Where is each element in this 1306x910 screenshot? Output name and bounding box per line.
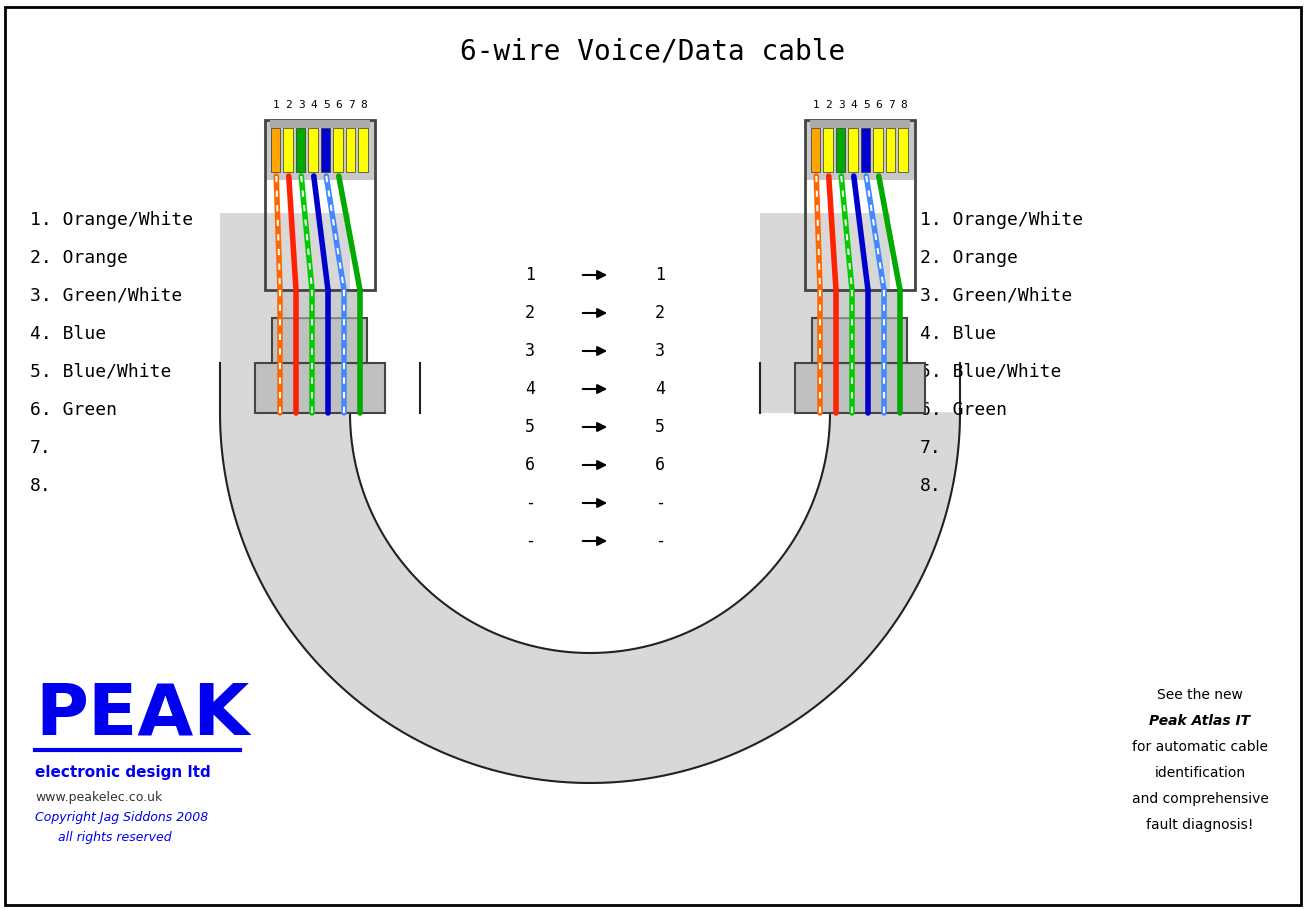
Bar [296, 128, 306, 172]
Text: 1. Orange/White: 1. Orange/White [30, 211, 193, 229]
Bar [346, 128, 355, 172]
Text: 6: 6 [336, 100, 342, 110]
Bar [283, 128, 293, 172]
Bar [861, 128, 871, 172]
Text: 6: 6 [875, 100, 882, 110]
Text: 5: 5 [656, 418, 665, 436]
Bar [272, 128, 281, 172]
Text: 4. Blue: 4. Blue [30, 325, 106, 343]
Text: and comprehensive: and comprehensive [1131, 792, 1268, 806]
Bar [811, 128, 820, 172]
Text: 6. Green: 6. Green [919, 401, 1007, 419]
Text: 6: 6 [656, 456, 665, 474]
Text: 1: 1 [656, 266, 665, 284]
Text: 7: 7 [347, 100, 355, 110]
Text: 1: 1 [812, 100, 820, 110]
Text: 6. Green: 6. Green [30, 401, 118, 419]
Text: 7.: 7. [30, 439, 52, 457]
Bar [810, 120, 910, 128]
Text: 8.: 8. [919, 477, 942, 495]
Text: See the new: See the new [1157, 688, 1243, 702]
Text: all rights reserved: all rights reserved [59, 831, 172, 844]
Text: 1: 1 [273, 100, 279, 110]
Bar [899, 128, 908, 172]
Bar [321, 128, 330, 172]
Bar [836, 128, 845, 172]
Text: 4: 4 [525, 380, 535, 398]
Text: 3: 3 [656, 342, 665, 360]
Text: 5: 5 [525, 418, 535, 436]
Bar [824, 128, 833, 172]
Text: 4. Blue: 4. Blue [919, 325, 996, 343]
Text: 2: 2 [825, 100, 832, 110]
Text: 1. Orange/White: 1. Orange/White [919, 211, 1083, 229]
Text: -: - [656, 494, 665, 512]
Bar [885, 128, 896, 172]
Text: electronic design ltd: electronic design ltd [35, 765, 210, 781]
Bar [265, 120, 375, 290]
Text: 2: 2 [286, 100, 293, 110]
Bar [270, 120, 370, 128]
Bar [308, 128, 317, 172]
Text: www.peakelec.co.uk: www.peakelec.co.uk [35, 791, 162, 804]
Text: Copyright Jag Siddons 2008: Copyright Jag Siddons 2008 [35, 812, 208, 824]
Text: 3: 3 [525, 342, 535, 360]
Text: 6: 6 [525, 456, 535, 474]
Text: 4: 4 [850, 100, 857, 110]
Bar [333, 128, 343, 172]
Bar [812, 318, 908, 363]
Bar [279, 290, 360, 318]
Text: 5. Blue/White: 5. Blue/White [919, 363, 1062, 381]
Text: 7: 7 [888, 100, 895, 110]
Bar [804, 120, 916, 290]
Bar [795, 363, 925, 413]
Text: 4: 4 [311, 100, 317, 110]
Text: -: - [656, 532, 665, 550]
Bar [820, 290, 900, 318]
Bar [219, 213, 350, 413]
Bar [273, 318, 367, 363]
Bar [804, 120, 916, 180]
Text: fault diagnosis!: fault diagnosis! [1147, 818, 1254, 832]
Bar [849, 128, 858, 172]
Text: 3. Green/White: 3. Green/White [30, 287, 183, 305]
Text: 7.: 7. [919, 439, 942, 457]
Bar [255, 363, 385, 413]
Text: Peak Atlas IT: Peak Atlas IT [1149, 714, 1251, 728]
Text: 3: 3 [838, 100, 845, 110]
Text: 1: 1 [525, 266, 535, 284]
Text: 5. Blue/White: 5. Blue/White [30, 363, 171, 381]
Text: 3. Green/White: 3. Green/White [919, 287, 1072, 305]
Text: 5: 5 [323, 100, 329, 110]
Text: 2: 2 [525, 304, 535, 322]
Bar [359, 128, 368, 172]
Text: 6-wire Voice/Data cable: 6-wire Voice/Data cable [461, 38, 845, 66]
Polygon shape [219, 413, 960, 783]
Text: -: - [525, 494, 535, 512]
Text: -: - [525, 532, 535, 550]
Text: 8: 8 [900, 100, 908, 110]
Text: 2: 2 [656, 304, 665, 322]
Bar [760, 213, 889, 413]
Text: 2. Orange: 2. Orange [919, 249, 1017, 267]
Text: for automatic cable: for automatic cable [1132, 740, 1268, 754]
Text: 8.: 8. [30, 477, 52, 495]
Text: identification: identification [1155, 766, 1246, 780]
Text: 2. Orange: 2. Orange [30, 249, 128, 267]
Text: PEAK: PEAK [35, 681, 249, 750]
Text: 4: 4 [656, 380, 665, 398]
Text: 8: 8 [360, 100, 367, 110]
Text: 3: 3 [298, 100, 304, 110]
Text: 5: 5 [863, 100, 870, 110]
Bar [874, 128, 883, 172]
Bar [265, 120, 375, 180]
